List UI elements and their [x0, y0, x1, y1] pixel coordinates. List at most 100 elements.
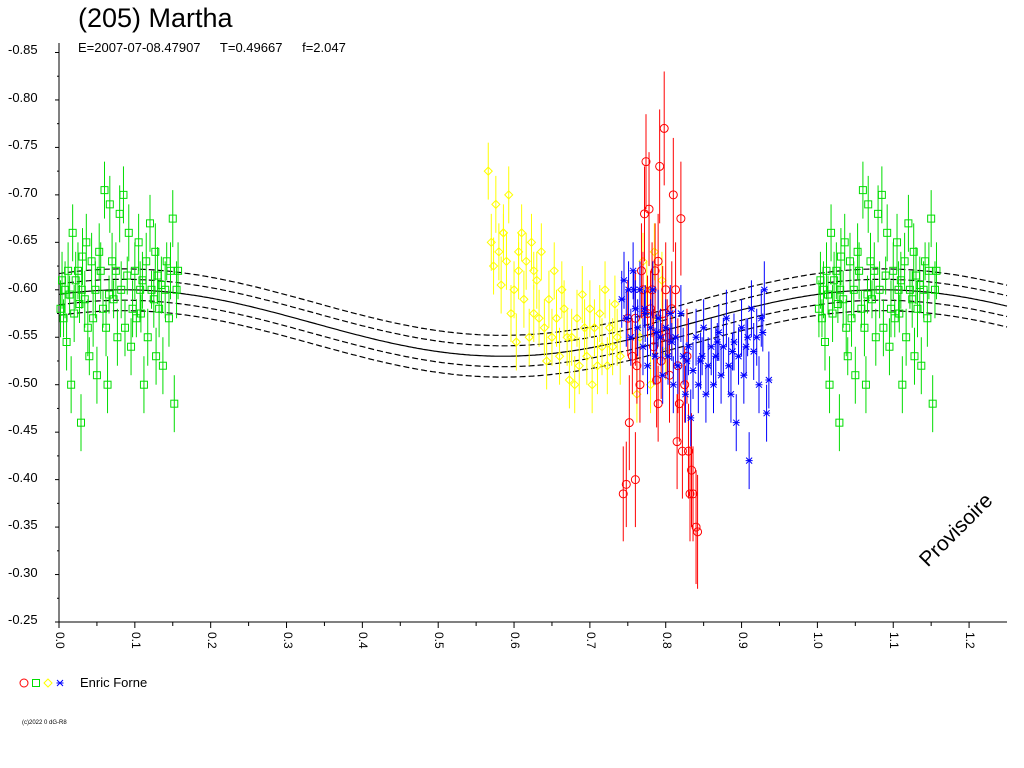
diamond-marker [521, 256, 531, 267]
square-marker [871, 333, 880, 342]
square-marker [928, 399, 937, 408]
square-marker [822, 266, 831, 275]
diamond-marker [547, 332, 557, 342]
diamond-marker [526, 237, 537, 248]
diamond-marker [549, 266, 559, 276]
legend-markers [19, 678, 64, 688]
model-curve [58, 289, 1008, 357]
star-marker [738, 324, 746, 332]
model-envelope-curve [58, 299, 1008, 368]
star-marker [669, 381, 677, 389]
square-marker [142, 257, 151, 266]
circle-marker [691, 522, 701, 532]
square-marker [843, 352, 852, 361]
square-marker [904, 219, 913, 228]
star-marker [689, 367, 697, 374]
square-marker [155, 304, 164, 313]
diamond-marker [570, 379, 580, 390]
circle-marker [624, 418, 634, 428]
square-marker [146, 219, 155, 228]
square-marker [893, 238, 902, 247]
square-marker [64, 266, 73, 275]
diamond-marker [491, 199, 501, 210]
circle-marker [635, 380, 645, 390]
diamond-marker [657, 275, 667, 286]
model-envelope-curve [58, 268, 1008, 336]
star-marker [683, 357, 691, 365]
square-marker [863, 290, 872, 299]
circle-marker [683, 446, 693, 456]
circle-marker [636, 266, 646, 276]
circle-marker [659, 123, 669, 133]
square-marker [930, 285, 939, 294]
diamond-marker [511, 337, 522, 347]
square-marker [900, 257, 909, 266]
y-tick-label: -0.75 [8, 137, 38, 153]
lightcurve-parameters: E=2007-07-08.47907 T=0.49667 f=2.047 [78, 40, 362, 56]
circle-marker [680, 380, 690, 390]
square-marker [885, 342, 894, 351]
square-marker [825, 380, 834, 389]
diamond-marker [529, 308, 539, 319]
square-marker [870, 266, 879, 275]
star-marker [674, 362, 682, 370]
star-marker [687, 414, 695, 422]
diamond-marker [536, 247, 547, 257]
star-marker [679, 352, 687, 360]
star-marker [722, 314, 730, 322]
square-marker [147, 285, 156, 294]
plot-axes [55, 43, 1007, 628]
star-marker [759, 329, 767, 336]
square-marker [166, 266, 175, 275]
square-marker [85, 352, 94, 361]
square-marker [847, 314, 856, 323]
circle-marker [672, 437, 682, 447]
diamond-marker [498, 228, 509, 238]
star-marker [668, 338, 676, 346]
star-marker [636, 286, 644, 294]
square-marker [168, 214, 177, 223]
x-tick-label: 0.6 [508, 632, 523, 649]
square-marker [894, 285, 903, 294]
square-marker [864, 200, 873, 209]
square-marker [820, 337, 829, 346]
star-marker [666, 310, 674, 317]
x-tick-label: 0.0 [53, 632, 67, 649]
circle-marker [627, 351, 637, 361]
star-marker [659, 371, 667, 379]
y-tick-label: -0.80 [8, 89, 38, 105]
diamond-marker [582, 351, 592, 361]
square-marker [932, 266, 941, 275]
diamond-marker [585, 304, 595, 314]
circle-marker [644, 204, 654, 214]
square-marker [868, 295, 877, 304]
square-marker [881, 271, 890, 280]
diamond-marker [574, 361, 584, 371]
diamond-marker [587, 379, 597, 390]
square-marker [851, 371, 860, 380]
circle-marker [668, 190, 678, 200]
square-marker [898, 380, 907, 389]
circle-marker [671, 285, 681, 295]
circle-marker [677, 446, 687, 456]
x-tick-label: 0.5 [432, 632, 447, 649]
square-marker [836, 285, 845, 294]
circle-marker [653, 399, 663, 409]
square-marker [855, 266, 864, 275]
circle-marker [632, 361, 642, 371]
star-marker [664, 352, 672, 360]
y-tick-label: -0.65 [8, 232, 38, 248]
circle-marker [649, 342, 659, 352]
square-marker [828, 309, 837, 318]
diamond-marker [504, 190, 514, 200]
diamond-marker [539, 323, 550, 333]
square-marker [861, 380, 870, 389]
diamond-marker [513, 247, 524, 257]
square-marker [92, 371, 101, 380]
circle-marker [630, 475, 640, 485]
square-marker [32, 679, 40, 687]
circle-marker [674, 399, 684, 409]
circle-marker [656, 356, 666, 366]
square-marker [853, 247, 862, 256]
diamond-marker [513, 266, 524, 276]
